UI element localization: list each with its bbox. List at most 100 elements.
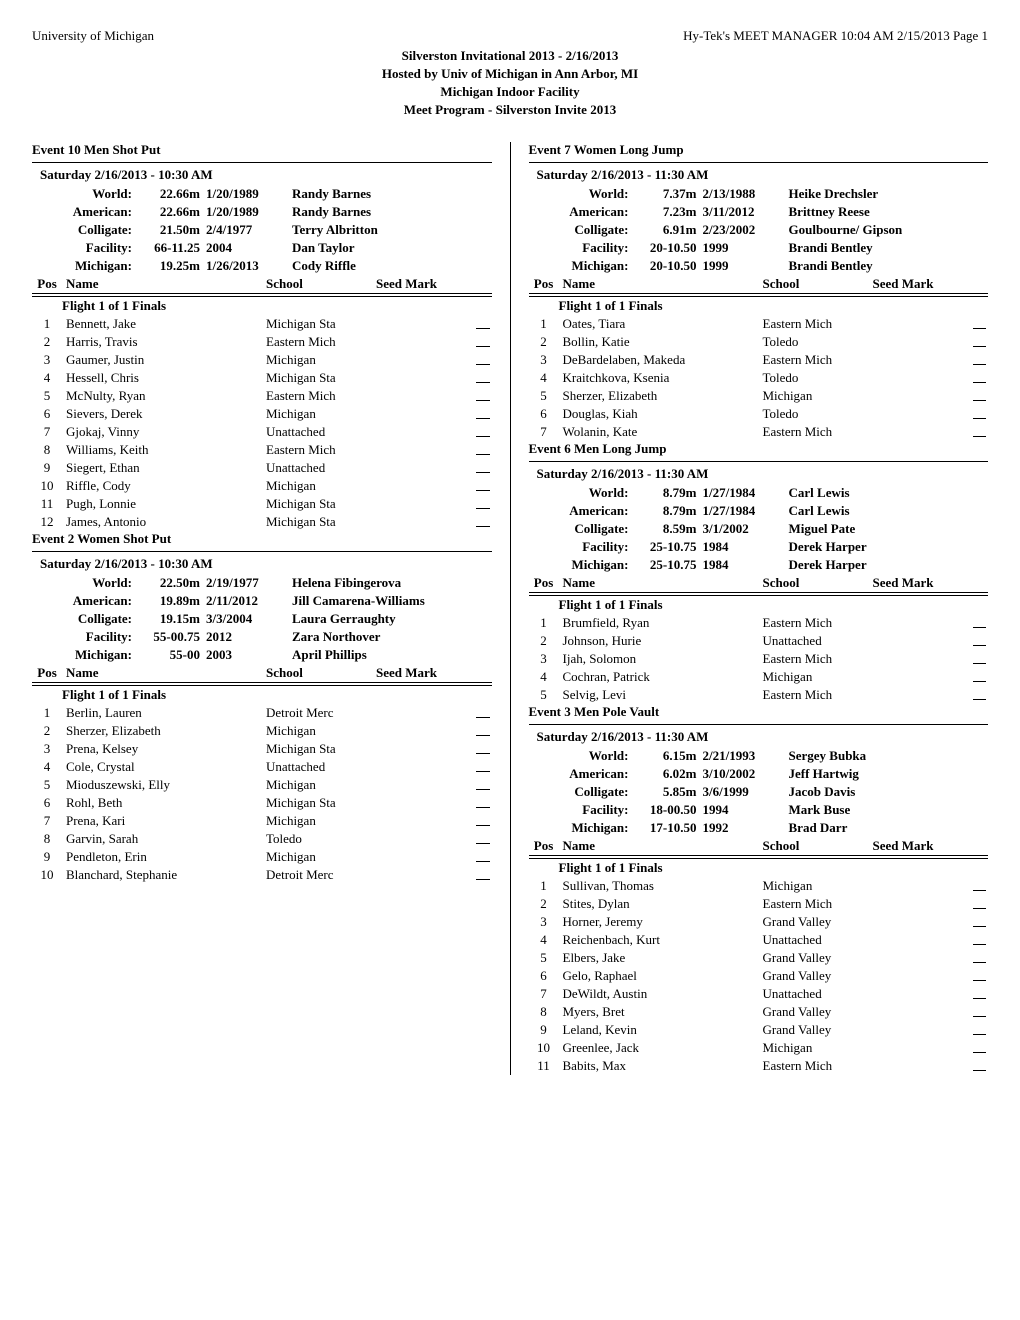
entry-row: 7DeWildt, AustinUnattached: [529, 985, 989, 1003]
entry-pos: 1: [529, 878, 559, 894]
record-label: Michigan:: [537, 258, 635, 274]
entry-name: James, Antonio: [62, 514, 266, 530]
entry-row: 11Pugh, LonnieMichigan Sta: [32, 495, 492, 513]
entry-school: Eastern Mich: [763, 651, 873, 667]
entry-pos: 10: [32, 478, 62, 494]
record-mark: 21.50m: [138, 222, 206, 238]
entry-blank: [476, 725, 490, 736]
header-title-line: Meet Program - Silverston Invite 2013: [32, 102, 988, 118]
record-date: 1/20/1989: [206, 186, 282, 202]
entry-school: Eastern Mich: [266, 388, 376, 404]
entry-blank: [973, 1042, 987, 1053]
entry-school: Eastern Mich: [763, 1058, 873, 1074]
col-school: School: [266, 665, 376, 681]
session-box: Saturday 2/16/2013 - 10:30 AMWorld:22.66…: [32, 162, 492, 297]
entry-pos: 3: [32, 741, 62, 757]
flight-row: Flight 1 of 1 Finals: [32, 297, 492, 315]
entry-school: Grand Valley: [763, 968, 873, 984]
entry-pos: 6: [529, 968, 559, 984]
record-mark: 25-10.75: [635, 539, 703, 555]
entry-pos: 3: [529, 651, 559, 667]
record-date: 1984: [703, 539, 779, 555]
entry-school: Detroit Merc: [266, 867, 376, 883]
entry-name: Prena, Kari: [62, 813, 266, 829]
entry-pos: 6: [32, 406, 62, 422]
entry-blank: [973, 1024, 987, 1035]
record-holder: April Phillips: [282, 647, 492, 663]
entry-blank: [476, 797, 490, 808]
entry-name: Myers, Bret: [559, 1004, 763, 1020]
entry-name: Berlin, Lauren: [62, 705, 266, 721]
record-date: 1999: [703, 240, 779, 256]
entry-row: 3DeBardelaben, MakedaEastern Mich: [529, 351, 989, 369]
entry-name: Sherzer, Elizabeth: [62, 723, 266, 739]
entry-pos: 5: [529, 388, 559, 404]
col-name: Name: [559, 575, 763, 591]
entry-school: Michigan: [266, 352, 376, 368]
entry-name: Riffle, Cody: [62, 478, 266, 494]
entry-pos: 2: [32, 334, 62, 350]
col-pos: Pos: [529, 575, 559, 591]
col-name: Name: [62, 276, 266, 292]
event-block: Event 6 Men Long JumpSaturday 2/16/2013 …: [529, 441, 989, 704]
record-holder: Carl Lewis: [779, 503, 989, 519]
entry-name: Sievers, Derek: [62, 406, 266, 422]
entry-name: Reichenbach, Kurt: [559, 932, 763, 948]
content-columns: Event 10 Men Shot PutSaturday 2/16/2013 …: [32, 142, 988, 1075]
entry-school: Unattached: [763, 986, 873, 1002]
record-date: 3/3/2004: [206, 611, 282, 627]
entry-pos: 11: [32, 496, 62, 512]
entries-header: PosNameSchoolSeed Mark: [32, 275, 492, 294]
record-holder: Derek Harper: [779, 557, 989, 573]
entry-name: Hessell, Chris: [62, 370, 266, 386]
entry-name: Pendleton, Erin: [62, 849, 266, 865]
record-mark: 8.79m: [635, 485, 703, 501]
entry-row: 4Cochran, PatrickMichigan: [529, 668, 989, 686]
entry-name: Babits, Max: [559, 1058, 763, 1074]
entry-name: Gelo, Raphael: [559, 968, 763, 984]
entry-blank: [476, 444, 490, 455]
entry-blank: [476, 408, 490, 419]
session-line: Saturday 2/16/2013 - 11:30 AM: [529, 165, 989, 185]
entry-row: 4Hessell, ChrisMichigan Sta: [32, 369, 492, 387]
flight-label: Flight 1 of 1 Finals: [559, 597, 663, 613]
record-mark: 17-10.50: [635, 820, 703, 836]
record-mark: 6.91m: [635, 222, 703, 238]
record-holder: Randy Barnes: [282, 204, 492, 220]
entry-school: Michigan Sta: [266, 496, 376, 512]
entry-name: DeWildt, Austin: [559, 986, 763, 1002]
session-box: Saturday 2/16/2013 - 10:30 AMWorld:22.50…: [32, 551, 492, 686]
entry-school: Unattached: [763, 932, 873, 948]
entry-name: DeBardelaben, Makeda: [559, 352, 763, 368]
record-row: Michigan:20-10.501999Brandi Bentley: [529, 257, 989, 275]
entry-row: 4Reichenbach, KurtUnattached: [529, 931, 989, 949]
record-holder: Heike Drechsler: [779, 186, 989, 202]
entry-blank: [973, 408, 987, 419]
entry-school: Michigan: [266, 813, 376, 829]
record-mark: 6.02m: [635, 766, 703, 782]
entries-header: PosNameSchoolSeed Mark: [529, 574, 989, 593]
record-label: World:: [537, 485, 635, 501]
entry-row: 11Babits, MaxEastern Mich: [529, 1057, 989, 1075]
record-holder: Jeff Hartwig: [779, 766, 989, 782]
record-date: 2/19/1977: [206, 575, 282, 591]
entry-name: Wolanin, Kate: [559, 424, 763, 440]
entry-name: Blanchard, Stephanie: [62, 867, 266, 883]
record-holder: Terry Albritton: [282, 222, 492, 238]
entry-row: 6Gelo, RaphaelGrand Valley: [529, 967, 989, 985]
entry-row: 10Greenlee, JackMichigan: [529, 1039, 989, 1057]
record-label: Colligate:: [537, 222, 635, 238]
entry-name: Sullivan, Thomas: [559, 878, 763, 894]
entry-name: Bollin, Katie: [559, 334, 763, 350]
entry-row: 5Sherzer, ElizabethMichigan: [529, 387, 989, 405]
record-date: 1999: [703, 258, 779, 274]
session-box: Saturday 2/16/2013 - 11:30 AMWorld:8.79m…: [529, 461, 989, 596]
event-title: Event 2 Women Shot Put: [32, 531, 492, 547]
entry-school: Toledo: [763, 334, 873, 350]
record-date: 1/20/1989: [206, 204, 282, 220]
entry-pos: 4: [32, 759, 62, 775]
entry-school: Michigan: [763, 388, 873, 404]
entry-pos: 8: [32, 442, 62, 458]
record-date: 3/11/2012: [703, 204, 779, 220]
col-seed: Seed Mark: [376, 276, 472, 292]
